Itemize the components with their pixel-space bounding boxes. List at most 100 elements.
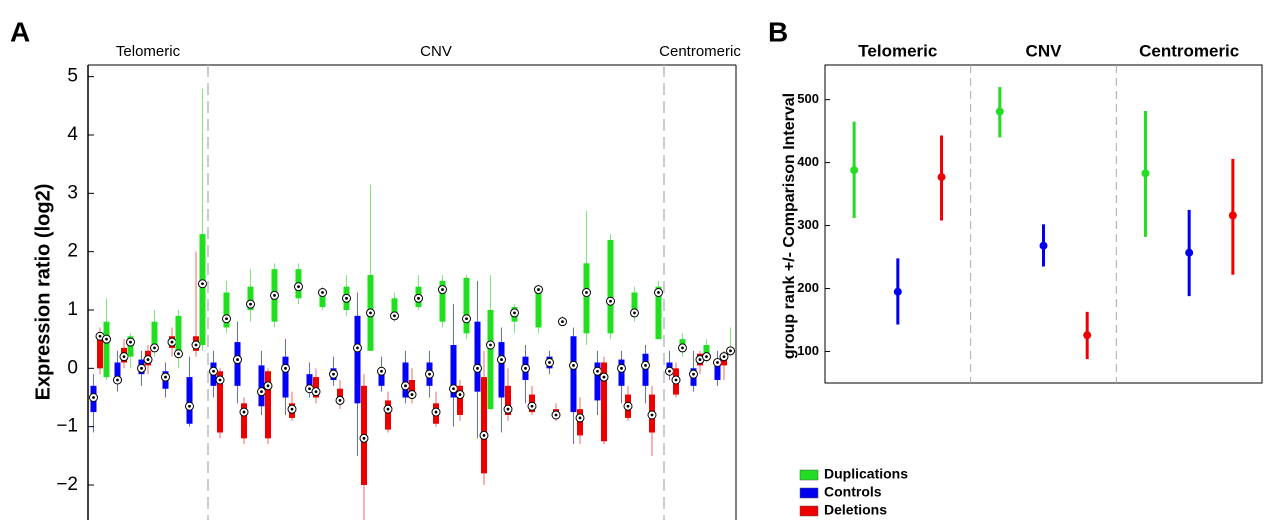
point xyxy=(1083,331,1092,340)
median-dot xyxy=(194,343,198,347)
box xyxy=(601,362,607,442)
y-tick-label: 100 xyxy=(797,343,819,358)
y-tick-label: 300 xyxy=(797,217,819,232)
median-dot xyxy=(164,375,167,379)
median-dot xyxy=(596,369,599,373)
median-dot xyxy=(633,311,636,315)
box xyxy=(474,321,481,392)
box xyxy=(223,292,230,328)
box xyxy=(354,315,361,404)
box xyxy=(258,365,265,407)
median-dot xyxy=(681,346,684,350)
box xyxy=(498,342,505,398)
median-dot xyxy=(489,343,492,347)
median-dot xyxy=(122,355,126,359)
box xyxy=(439,280,446,322)
median-dot xyxy=(500,358,503,361)
point xyxy=(1039,241,1048,250)
point xyxy=(893,287,902,296)
box xyxy=(457,385,463,415)
point xyxy=(1141,169,1150,178)
median-dot xyxy=(729,349,732,353)
median-dot xyxy=(308,387,311,391)
median-dot xyxy=(572,364,575,367)
median-dot xyxy=(260,390,263,394)
median-dot xyxy=(345,296,348,300)
median-dot xyxy=(153,346,156,350)
median-dot xyxy=(626,404,630,408)
y-tick-label: 3 xyxy=(67,182,78,203)
median-dot xyxy=(380,369,383,373)
y-tick-label: 5 xyxy=(67,66,78,87)
median-dot xyxy=(314,390,318,394)
median-dot xyxy=(602,375,606,379)
box xyxy=(631,292,638,316)
median-dot xyxy=(201,282,204,286)
median-dot xyxy=(338,399,342,402)
median-dot xyxy=(537,288,540,291)
box xyxy=(463,277,470,334)
median-dot xyxy=(657,291,660,294)
median-dot xyxy=(410,393,414,396)
median-dot xyxy=(458,393,462,396)
median-dot xyxy=(716,361,719,364)
box xyxy=(594,362,601,401)
box xyxy=(487,310,494,410)
median-dot xyxy=(356,346,359,350)
median-dot xyxy=(404,384,407,388)
point xyxy=(1228,211,1237,220)
panel-label: B xyxy=(768,16,788,47)
median-dot xyxy=(284,366,287,370)
legend-swatch xyxy=(799,505,819,517)
median-dot xyxy=(692,372,695,376)
box xyxy=(655,286,662,340)
box xyxy=(103,321,110,378)
y-tick-label: −2 xyxy=(56,474,78,495)
box xyxy=(114,362,121,383)
median-dot xyxy=(242,410,246,414)
median-dot xyxy=(705,355,708,359)
legend-label: Controls xyxy=(824,484,882,500)
median-dot xyxy=(393,314,396,318)
median-dot xyxy=(297,285,300,289)
median-dot xyxy=(218,378,222,382)
region-label: Centromeric xyxy=(1139,41,1239,60)
box xyxy=(583,263,590,334)
box xyxy=(241,403,247,439)
legend-label: Deletions xyxy=(824,502,887,518)
median-dot xyxy=(465,317,468,321)
region-label: Centromeric xyxy=(659,43,741,60)
annotations: −2 −1 0 1 2 3 4 5 Telomeric CNV Centromeric 100 200 3… xyxy=(56,41,1239,520)
box xyxy=(378,368,385,386)
median-dot xyxy=(722,355,726,359)
box xyxy=(450,345,457,398)
y-tick-label: 1 xyxy=(67,299,78,320)
median-dot xyxy=(332,372,335,376)
median-dot xyxy=(417,296,420,300)
box xyxy=(535,289,542,328)
plot-a xyxy=(89,88,735,520)
median-dot xyxy=(98,334,102,338)
median-dot xyxy=(116,378,119,382)
region-label: Telomeric xyxy=(116,43,181,60)
box xyxy=(217,371,223,433)
box xyxy=(714,359,721,380)
box xyxy=(282,356,289,398)
median-dot xyxy=(524,366,527,370)
median-dot xyxy=(170,340,174,344)
median-dot xyxy=(609,299,612,303)
box xyxy=(570,336,577,413)
median-dot xyxy=(578,416,582,420)
y-axis-title: group rank +/- Comparison Interval xyxy=(781,93,798,359)
median-dot xyxy=(441,288,444,291)
median-dot xyxy=(386,407,390,411)
box xyxy=(505,385,511,415)
median-dot xyxy=(321,291,324,294)
box xyxy=(306,374,313,392)
median-dot xyxy=(620,366,623,370)
median-dot xyxy=(249,302,252,306)
median-dot xyxy=(530,404,534,408)
median-dot xyxy=(548,361,551,364)
median-dot xyxy=(177,352,180,356)
